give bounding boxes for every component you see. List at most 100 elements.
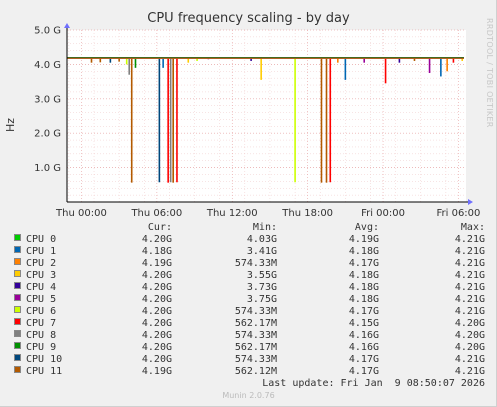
col-max-header: Max:: [460, 222, 485, 233]
y-tick-label: 5.0 G: [34, 26, 61, 37]
rrdtool-credit: RRDTOOL / TOBI OETIKER: [485, 18, 494, 128]
y-tick-label: 3.0 G: [34, 94, 61, 105]
legend-row: CPU 0 4.20G 4.03G 4.19G 4.21G: [0, 234, 497, 246]
legend-avg-value: 4.17G: [348, 366, 379, 377]
legend-series-name: CPU 1: [26, 246, 57, 257]
legend-avg-value: 4.17G: [348, 354, 379, 365]
legend-avg-value: 4.18G: [348, 270, 379, 281]
legend-series-name: CPU 5: [26, 294, 57, 305]
legend-row: CPU 3 4.20G 3.55G 4.18G 4.21G: [0, 270, 497, 282]
legend-series-name: CPU 3: [26, 270, 57, 281]
legend-row: CPU 7 4.20G 562.17M 4.15G 4.20G: [0, 318, 497, 330]
legend-cur-value: 4.20G: [141, 282, 172, 293]
legend-cur-value: 4.20G: [141, 234, 172, 245]
legend-cur-value: 4.19G: [141, 366, 172, 377]
legend-row: CPU 4 4.20G 3.73G 4.18G 4.21G: [0, 282, 497, 294]
last-update: Last update: Fri Jan 9 08:50:07 2026: [262, 378, 485, 389]
legend-avg-value: 4.18G: [348, 294, 379, 305]
x-tick-label: Fri 00:00: [361, 208, 405, 219]
legend-row: CPU 5 4.20G 3.75G 4.18G 4.21G: [0, 294, 497, 306]
legend-cur-value: 4.20G: [141, 342, 172, 353]
legend-min-value: 574.33M: [234, 330, 277, 341]
legend-cur-value: 4.20G: [141, 306, 172, 317]
legend-max-value: 4.21G: [454, 294, 485, 305]
legend-max-value: 4.21G: [454, 258, 485, 269]
legend-min-value: 574.33M: [234, 306, 277, 317]
legend-max-value: 4.20G: [454, 318, 485, 329]
x-tick-label: Thu 18:00: [281, 208, 333, 219]
legend-row: CPU 11 4.19G 562.12M 4.17G 4.21G: [0, 366, 497, 378]
legend-swatch: [14, 342, 21, 349]
y-tick-label: 1.0 G: [34, 163, 61, 174]
col-cur-header: Cur:: [147, 222, 172, 233]
legend-series-name: CPU 10: [26, 354, 63, 365]
legend-cur-value: 4.20G: [141, 294, 172, 305]
legend-swatch: [14, 246, 21, 253]
legend-min-value: 3.55G: [246, 270, 277, 281]
legend-swatch: [14, 234, 21, 241]
legend-avg-value: 4.17G: [348, 306, 379, 317]
legend-row: CPU 6 4.20G 574.33M 4.17G 4.21G: [0, 306, 497, 318]
legend-max-value: 4.21G: [454, 354, 485, 365]
legend-avg-value: 4.18G: [348, 282, 379, 293]
legend-avg-value: 4.18G: [348, 246, 379, 257]
legend-max-value: 4.20G: [454, 330, 485, 341]
legend-cur-value: 4.20G: [141, 354, 172, 365]
legend-swatch: [14, 354, 21, 361]
legend-max-value: 4.21G: [454, 246, 485, 257]
legend-series-name: CPU 8: [26, 330, 57, 341]
legend-min-value: 574.33M: [234, 354, 277, 365]
legend-min-value: 574.33M: [234, 258, 277, 269]
legend-series-name: CPU 7: [26, 318, 57, 329]
legend-min-value: 562.12M: [234, 366, 277, 377]
legend-row: CPU 10 4.20G 574.33M 4.17G 4.21G: [0, 354, 497, 366]
legend-max-value: 4.21G: [454, 270, 485, 281]
legend-min-value: 4.03G: [246, 234, 277, 245]
legend-min-value: 3.41G: [246, 246, 277, 257]
legend-swatch: [14, 294, 21, 301]
legend-row: CPU 8 4.20G 574.33M 4.16G 4.20G: [0, 330, 497, 342]
legend-swatch: [14, 330, 21, 337]
legend-avg-value: 4.19G: [348, 234, 379, 245]
legend-min-value: 3.73G: [246, 282, 277, 293]
legend-avg-value: 4.16G: [348, 342, 379, 353]
legend-cur-value: 4.20G: [141, 330, 172, 341]
chart-plot: Thu 00:00 Thu 06:00 Thu 12:00 Thu 18:00 Fri …: [34, 23, 480, 219]
legend-cur-value: 4.20G: [141, 270, 172, 281]
legend-series-name: CPU 6: [26, 306, 57, 317]
munin-version: Munin 2.0.76: [222, 391, 275, 400]
y-tick-label: 2.0 G: [34, 129, 61, 140]
chart-title: CPU frequency scaling - by day: [147, 11, 350, 26]
legend-min-value: 562.17M: [234, 342, 277, 353]
legend-series-name: CPU 9: [26, 342, 57, 353]
col-min-header: Min:: [252, 222, 277, 233]
legend-cur-value: 4.18G: [141, 246, 172, 257]
legend-header: Cur: Min: Avg: Max:: [0, 222, 497, 234]
x-tick-label: Thu 06:00: [130, 208, 182, 219]
legend-max-value: 4.21G: [454, 234, 485, 245]
legend-max-value: 4.20G: [454, 342, 485, 353]
col-avg-header: Avg:: [354, 222, 379, 233]
legend-cur-value: 4.19G: [141, 258, 172, 269]
y-axis-arrow: [64, 23, 70, 28]
legend-cur-value: 4.20G: [141, 318, 172, 329]
legend-swatch: [14, 282, 21, 289]
legend-max-value: 4.21G: [454, 282, 485, 293]
legend-swatch: [14, 258, 21, 265]
legend-swatch: [14, 366, 21, 373]
legend-max-value: 4.21G: [454, 306, 485, 317]
legend-series-name: CPU 11: [26, 366, 63, 377]
legend-series-name: CPU 0: [26, 234, 57, 245]
legend-avg-value: 4.16G: [348, 330, 379, 341]
legend-swatch: [14, 270, 21, 277]
legend-row: CPU 9 4.20G 562.17M 4.16G 4.20G: [0, 342, 497, 354]
legend-max-value: 4.21G: [454, 366, 485, 377]
legend-row: CPU 1 4.18G 3.41G 4.18G 4.21G: [0, 246, 497, 258]
x-axis-arrow: [468, 199, 473, 205]
legend-min-value: 562.17M: [234, 318, 277, 329]
legend-series-name: CPU 2: [26, 258, 57, 269]
legend-row: CPU 2 4.19G 574.33M 4.17G 4.21G: [0, 258, 497, 270]
plot-area: [67, 30, 466, 202]
legend-swatch: [14, 306, 21, 313]
legend-avg-value: 4.17G: [348, 258, 379, 269]
